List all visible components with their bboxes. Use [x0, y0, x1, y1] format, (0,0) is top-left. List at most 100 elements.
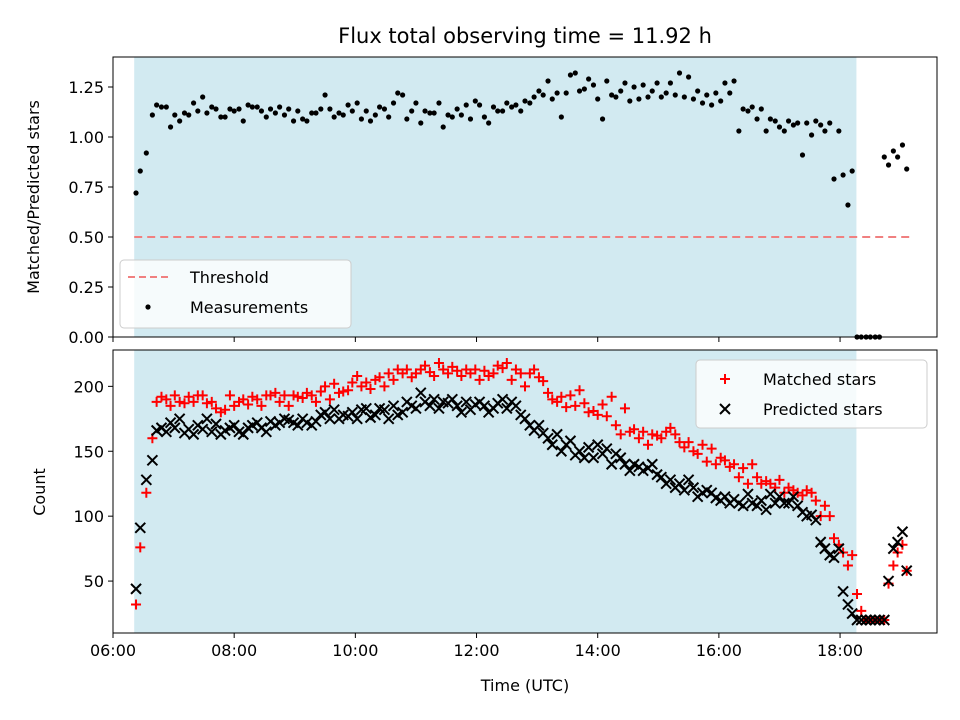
measurement-point: [454, 106, 460, 112]
measurement-point: [767, 116, 773, 122]
predicted-star-marker: [555, 445, 568, 457]
matched-star-marker: [629, 424, 640, 435]
matched-star-marker: [388, 374, 399, 385]
matched-star-marker: [352, 370, 363, 381]
measurement-point: [149, 112, 155, 118]
measurement-point: [722, 80, 728, 86]
matched-star-marker: [647, 429, 658, 440]
matched-star-marker: [315, 386, 326, 397]
predicted-star-marker: [742, 488, 754, 500]
measurement-point: [749, 104, 755, 110]
predicted-star-marker: [496, 393, 509, 406]
matched-star-marker: [515, 368, 526, 379]
measurement-point: [386, 114, 392, 120]
matched-star-marker: [283, 400, 294, 411]
measurement-point: [499, 108, 506, 114]
measurement-point: [154, 102, 160, 108]
matched-star-marker: [165, 400, 176, 411]
measurement-point: [286, 106, 292, 112]
x-tick-label: 10:00: [332, 641, 378, 660]
measurement-point: [727, 90, 733, 96]
measurement-point: [831, 176, 837, 182]
matched-star-marker: [710, 459, 721, 470]
measurement-point: [186, 112, 192, 118]
predicted-star-marker: [755, 494, 768, 507]
measurement-point: [731, 78, 737, 84]
predicted-star-marker: [324, 413, 336, 425]
measurement-point: [799, 152, 806, 158]
measurement-point: [258, 108, 265, 114]
measurement-point: [240, 118, 246, 124]
measurement-point: [676, 70, 683, 76]
matched-star-marker: [374, 372, 385, 383]
matched-star-marker: [733, 472, 744, 483]
measurement-point: [204, 110, 210, 116]
predicted-star-marker: [310, 415, 322, 428]
matched-star-marker: [197, 390, 208, 401]
measurement-point: [458, 112, 464, 118]
predicted-star-marker: [160, 426, 173, 438]
measurement-point: [400, 92, 406, 98]
y-tick-label: 0.25: [68, 278, 104, 297]
measurement-point: [318, 106, 324, 112]
matched-star-marker: [842, 560, 853, 571]
predicted-star-marker: [601, 442, 613, 455]
measurement-point: [522, 98, 528, 104]
measurement-point: [776, 124, 783, 130]
matched-star-marker: [565, 390, 576, 401]
matched-star-marker: [570, 400, 581, 411]
measurement-point: [490, 104, 497, 110]
predicted-star-marker: [460, 396, 472, 408]
predicted-star-marker: [810, 514, 822, 526]
measurement-point: [845, 202, 851, 208]
measurement-point: [322, 92, 328, 98]
measurement-point: [545, 78, 551, 84]
predicted-star-marker: [351, 413, 363, 425]
predicted-star-marker: [196, 423, 209, 435]
matched-star-marker: [701, 456, 712, 467]
measurement-point: [667, 80, 674, 86]
predicted-star-marker: [773, 490, 786, 503]
matched-star-marker: [238, 394, 249, 405]
measurement-point: [133, 190, 139, 196]
legend-measurements-swatch: [145, 304, 151, 310]
x-tick-label: 12:00: [453, 641, 499, 660]
matched-star-marker: [292, 391, 303, 402]
measurement-point: [372, 112, 378, 118]
matched-star-marker: [383, 368, 394, 379]
matched-star-marker: [610, 420, 621, 431]
predicted-star-marker: [842, 598, 854, 611]
matched-star-marker: [365, 383, 376, 394]
predicted-star-marker: [206, 426, 218, 438]
measurement-point: [445, 112, 451, 118]
legend-x-marker: [719, 403, 731, 415]
measurement-point: [313, 110, 319, 116]
matched-star-marker: [888, 560, 899, 571]
y-tick-label: 150: [73, 442, 104, 461]
predicted-star-marker: [682, 474, 695, 486]
measurement-point: [277, 104, 283, 110]
measurement-point: [609, 92, 615, 98]
matched-star-marker: [538, 376, 549, 387]
matched-star-marker: [847, 550, 858, 561]
matched-star-marker: [131, 599, 142, 610]
predicted-star-marker: [446, 393, 459, 406]
measurement-point: [481, 114, 488, 120]
predicted-star-marker: [510, 400, 522, 412]
matched-star-marker: [169, 390, 180, 401]
matched-star-marker: [474, 374, 485, 385]
predicted-star-marker: [146, 454, 159, 467]
predicted-star-marker: [896, 526, 909, 538]
measurement-point: [440, 124, 446, 130]
measurement-point: [381, 106, 388, 112]
measurement-point: [554, 90, 560, 96]
matched-star-marker: [520, 381, 530, 392]
matched-star-marker: [320, 381, 331, 392]
matched-star-marker: [619, 403, 630, 414]
predicted-star-marker: [319, 406, 331, 419]
measurement-point: [336, 110, 342, 116]
measurement-point: [236, 106, 242, 112]
measurement-point: [709, 102, 715, 108]
predicted-star-marker: [533, 419, 545, 432]
